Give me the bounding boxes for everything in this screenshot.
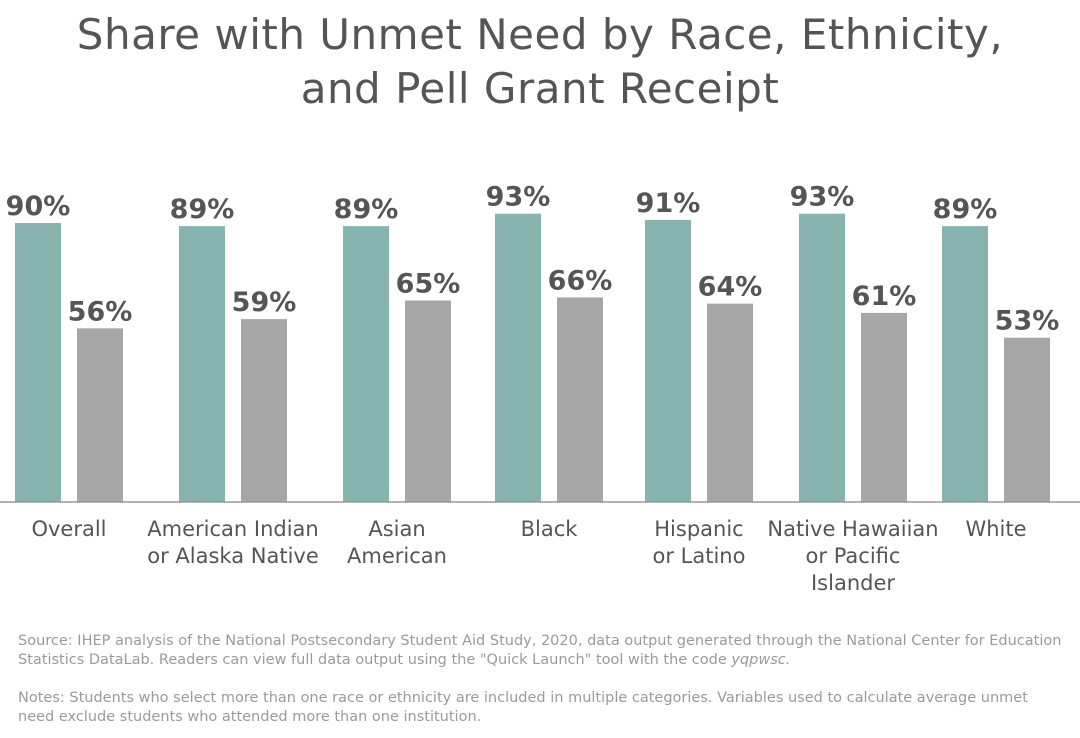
notes-text: Notes: Students who select more than one… xyxy=(18,690,1028,725)
bar-series-1-2 xyxy=(343,226,389,502)
category-label-3-line-0: Black xyxy=(521,517,579,541)
data-label-series-1-4: 91% xyxy=(636,188,701,219)
category-label-0-line-0: Overall xyxy=(31,517,106,541)
bar-series-2-4 xyxy=(707,303,753,502)
bar-series-2-6 xyxy=(1004,337,1050,502)
data-label-series-2-5: 61% xyxy=(852,281,917,312)
category-label-4-line-0: Hispanic xyxy=(654,517,743,541)
bar-series-2-0 xyxy=(77,328,123,502)
category-label-5-line-2: Islander xyxy=(811,571,895,595)
bar-series-1-3 xyxy=(495,213,541,502)
category-label-2-line-1: American xyxy=(347,544,447,568)
bar-series-1-5 xyxy=(799,213,845,502)
data-label-series-2-3: 66% xyxy=(548,265,613,296)
data-label-series-2-0: 56% xyxy=(68,296,133,327)
category-label-2-line-0: Asian xyxy=(368,517,425,541)
bar-series-1-1 xyxy=(179,226,225,502)
bar-chart: 90% 56% Overall 89% 59% American Indian or Ala… xyxy=(0,182,1080,595)
bar-series-2-2 xyxy=(405,300,451,502)
source-code: yqpwsc. xyxy=(731,652,791,668)
source-note: Source: IHEP analysis of the National Po… xyxy=(18,632,1068,670)
bar-series-2-1 xyxy=(241,319,287,502)
category-label-5-line-1: or Pacific xyxy=(806,544,901,568)
chart-title: Share with Unmet Need by Race, Ethnicity… xyxy=(0,8,1080,116)
bar-series-1-0 xyxy=(15,223,61,502)
bar-series-1-4 xyxy=(645,219,691,502)
data-label-series-1-1: 89% xyxy=(170,194,235,225)
data-label-series-1-0: 90% xyxy=(6,191,71,222)
category-label-6-line-0: White xyxy=(965,517,1026,541)
data-label-series-1-3: 93% xyxy=(486,182,551,213)
data-label-series-1-2: 89% xyxy=(334,194,399,225)
data-label-series-2-6: 53% xyxy=(995,306,1060,337)
category-label-4-line-1: or Latino xyxy=(653,544,746,568)
category-label-1-line-0: American Indian xyxy=(147,517,318,541)
data-label-series-1-5: 93% xyxy=(790,182,855,213)
bar-series-1-6 xyxy=(942,226,988,502)
chart-title-line-2: and Pell Grant Receipt xyxy=(300,64,780,113)
data-label-series-1-6: 89% xyxy=(933,194,998,225)
data-label-series-2-4: 64% xyxy=(698,272,763,303)
category-label-5-line-0: Native Hawaiian xyxy=(767,517,938,541)
source-text: Source: IHEP analysis of the National Po… xyxy=(18,633,1062,668)
category-label-1-line-1: or Alaska Native xyxy=(147,544,319,568)
data-label-series-2-1: 59% xyxy=(232,287,297,318)
chart-title-line-1: Share with Unmet Need by Race, Ethnicity… xyxy=(76,10,1004,59)
bar-series-2-5 xyxy=(861,312,907,502)
data-label-series-2-2: 65% xyxy=(396,269,461,300)
bar-series-2-3 xyxy=(557,297,603,502)
